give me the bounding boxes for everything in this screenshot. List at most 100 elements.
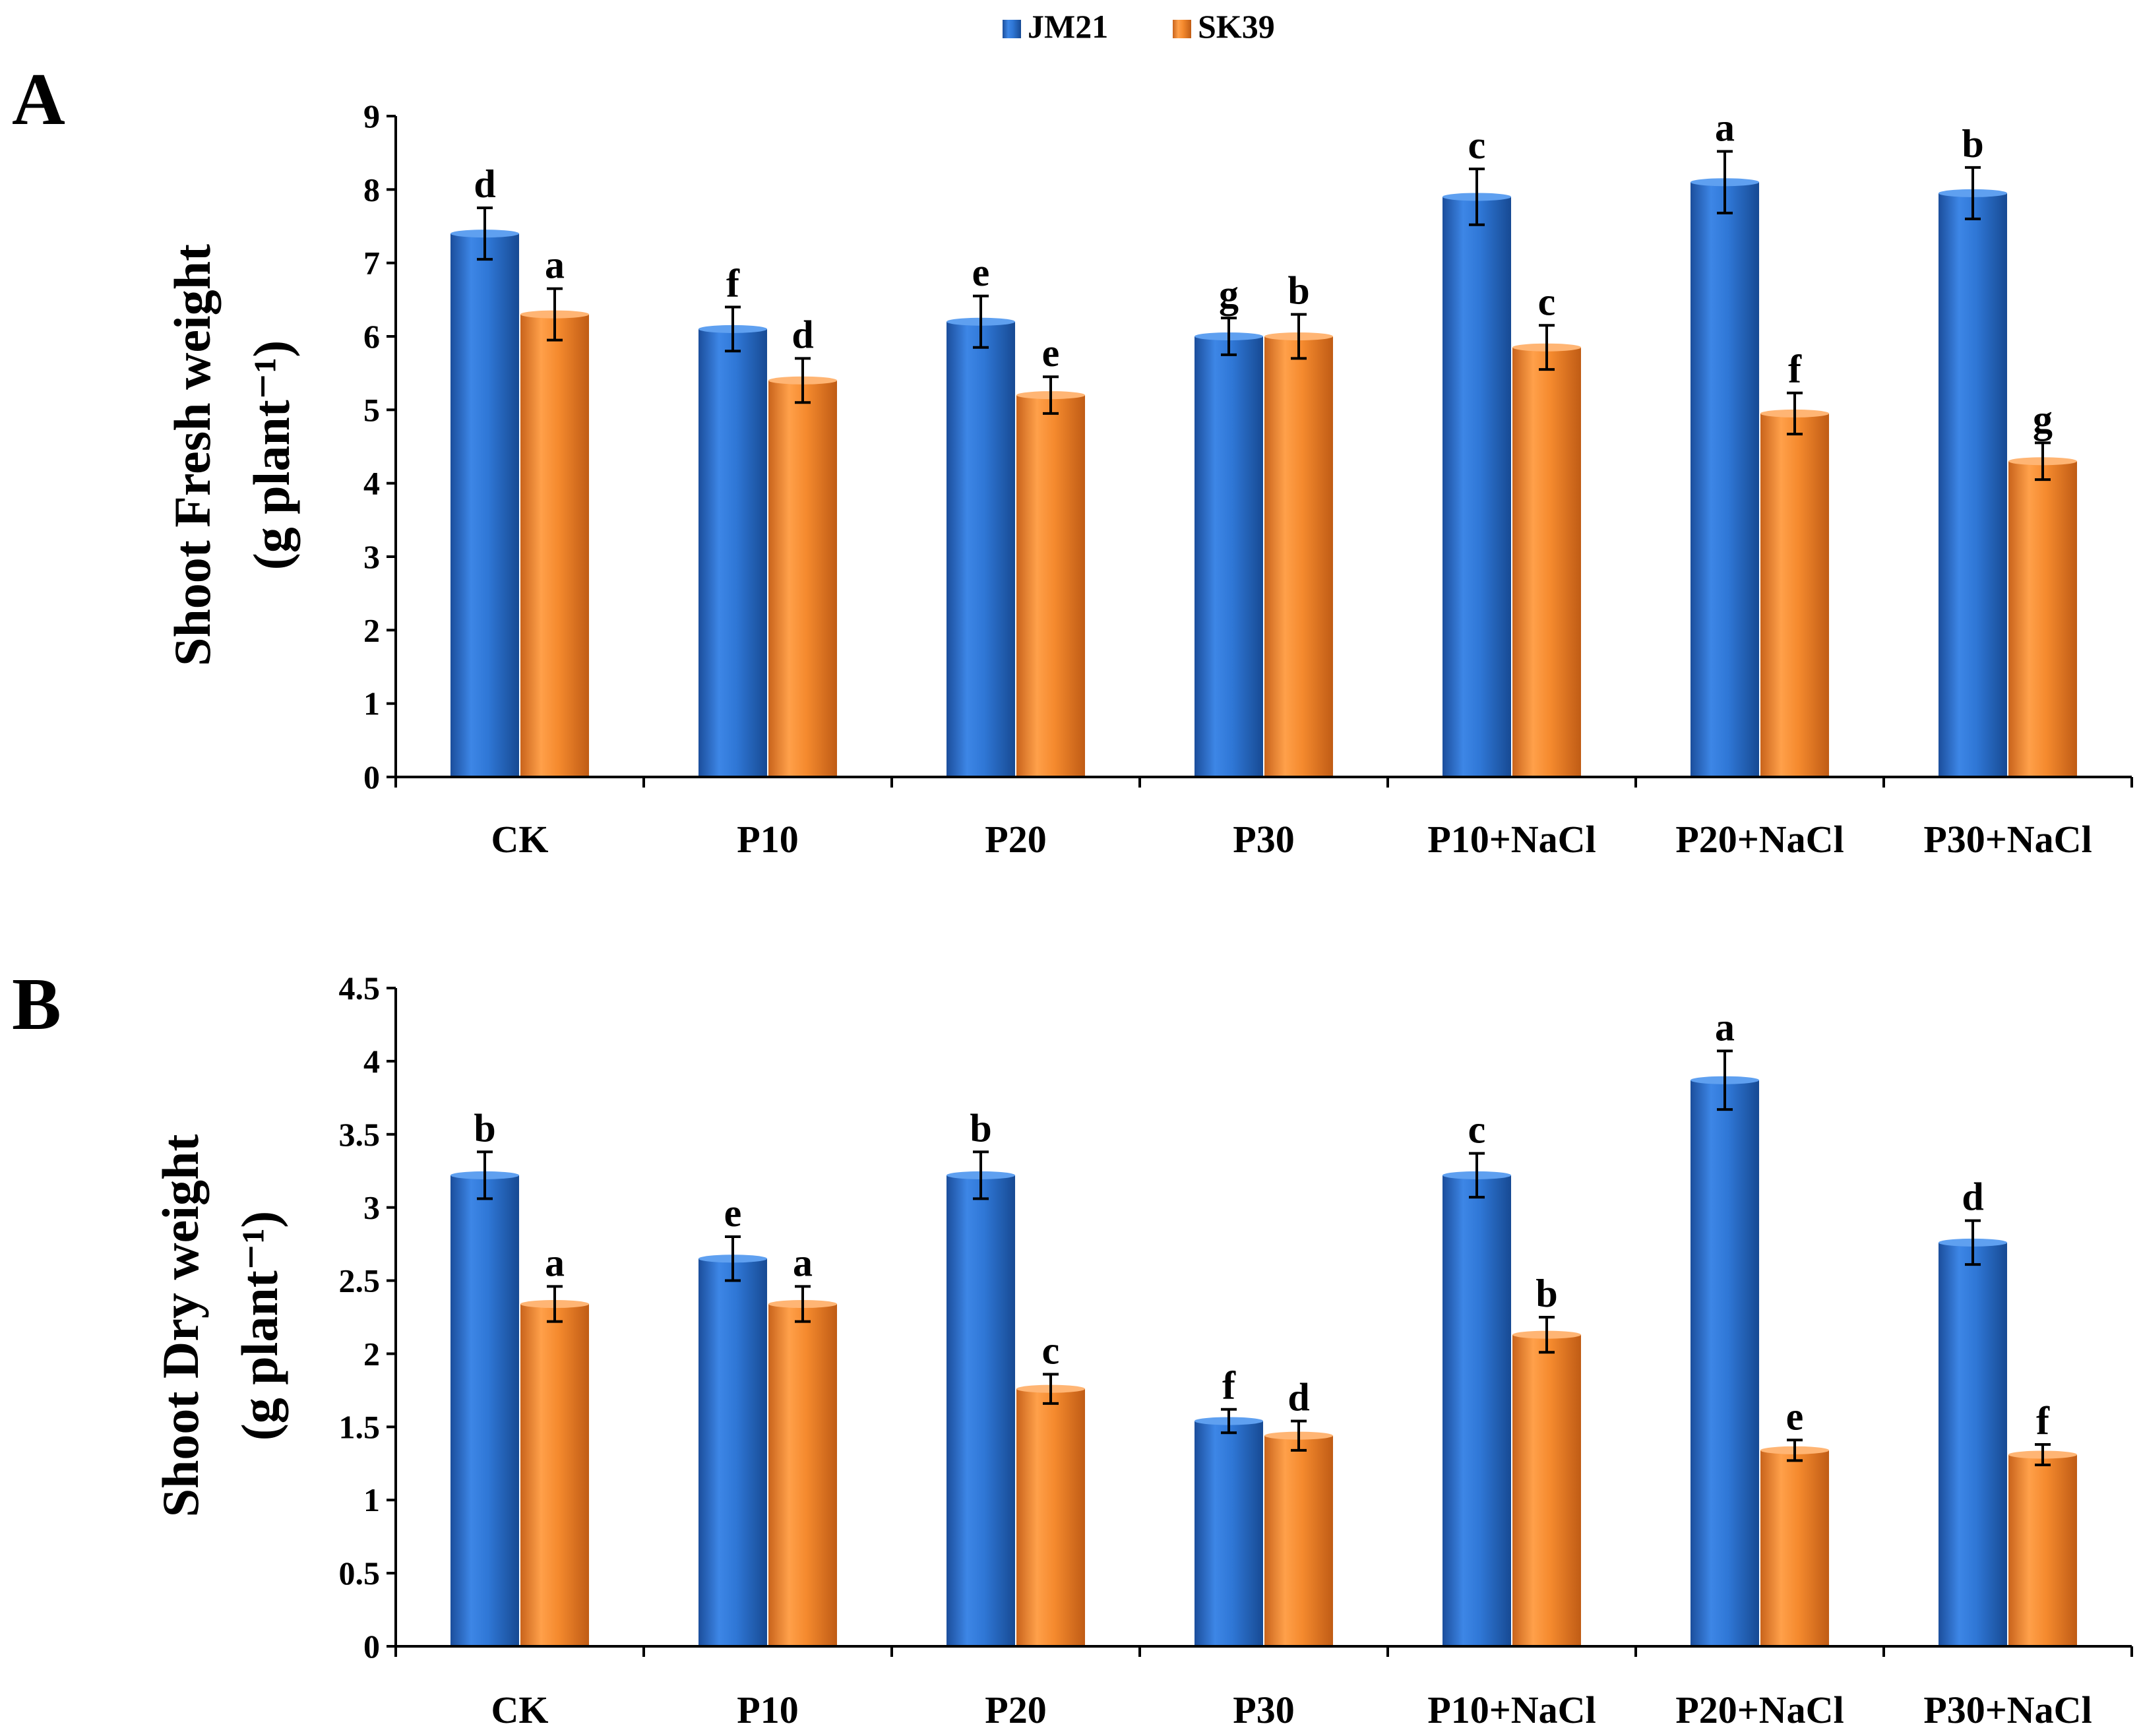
panel-a-error-bar-jm21 <box>477 206 493 261</box>
panel-b-bars: b e b f c a d a a c d b e f <box>450 1005 2077 1646</box>
panel-b-bar-jm21 <box>946 1175 1015 1646</box>
panel-a-axes <box>387 115 2133 788</box>
panel-b-error-bar-jm21 <box>1221 1408 1237 1435</box>
panel-b-xtick-label: CK <box>491 1689 549 1731</box>
legend-swatch-sk39 <box>1173 20 1191 38</box>
panel-b-error-bar-jm21 <box>1717 1049 1733 1111</box>
panel-a-bar-sk39 <box>520 314 589 778</box>
panel-b-sig-letter-jm21: f <box>1222 1364 1236 1408</box>
panel-b-sig-letter-jm21: b <box>474 1106 495 1150</box>
panel-a-bar-sk39 <box>1016 395 1085 777</box>
panel-a-label: A <box>12 59 65 140</box>
panel-a-ytick-label: 2 <box>363 611 380 648</box>
panel-b-bar-sk39 <box>1760 1450 1829 1646</box>
panel-a-sig-letter-sk39: e <box>1042 331 1060 375</box>
panel-a-bar-jm21 <box>946 321 1015 777</box>
panel-b-sig-letter-sk39: d <box>1288 1375 1309 1419</box>
panel-a-xtick-label: CK <box>491 818 549 861</box>
panel-b-xtick-labels: CK P10 P20 P30 P10+NaCl P20+NaCl P30+NaCl <box>491 1689 2092 1731</box>
panel-a-sig-letter-sk39: b <box>1288 269 1309 313</box>
panel-b-ytick-label: 1 <box>363 1481 380 1518</box>
panel-b-sig-letter-sk39: a <box>545 1241 565 1284</box>
panel-b-sig-letter-sk39: b <box>1536 1272 1557 1315</box>
panel-a-bar-sk39 <box>1512 347 1581 777</box>
panel-a-xtick-labels: CK P10 P20 P30 P10+NaCl P20+NaCl P30+NaCl <box>491 818 2092 861</box>
panel-b-sig-letter-jm21: e <box>724 1191 742 1235</box>
panel-b-error-bar-jm21 <box>725 1235 741 1282</box>
panel-b-xtick-label: P20+NaCl <box>1675 1689 1844 1731</box>
panel-a-ytick-label: 3 <box>363 538 380 575</box>
panel-a-error-bar-jm21 <box>1965 166 1981 220</box>
panel-a-bar-jm21 <box>698 328 767 777</box>
panel-b-bar-jm21 <box>1691 1080 1759 1646</box>
legend-label-jm21: JM21 <box>1028 8 1108 45</box>
panel-b-xtick-label: P10 <box>737 1689 798 1731</box>
panel-a-xtick-label: P10 <box>737 818 798 861</box>
panel-b-sig-letter-jm21: c <box>1468 1108 1486 1152</box>
panel-a-ytick-labels: 0 1 2 3 4 5 6 7 8 9 <box>363 98 380 795</box>
panel-a-error-bar-jm21 <box>1717 150 1733 214</box>
panel-b-sig-letter-sk39: a <box>793 1241 813 1284</box>
panel-b-error-bar-sk39 <box>2035 1442 2051 1466</box>
panel-b-ytick-label: 0 <box>363 1628 380 1665</box>
panel-a-ylabel-line1: Shoot Fresh weight <box>164 244 221 666</box>
panel-a-error-bar-sk39 <box>1043 375 1059 415</box>
panel-b-error-bar-jm21 <box>477 1150 493 1200</box>
panel-b-sig-letter-sk39: f <box>2036 1399 2050 1442</box>
panel-b-error-bar-jm21 <box>1469 1152 1485 1199</box>
panel-b-axes <box>387 987 2133 1657</box>
panel-a-ytick-label: 5 <box>363 391 380 428</box>
panel-a-error-bar-sk39 <box>1291 313 1307 360</box>
panel-a-error-bar-jm21 <box>973 294 989 349</box>
panel-a-sig-letter-jm21: b <box>1962 122 1983 166</box>
panel-b-label: B <box>12 964 61 1045</box>
panel-a-ytick-label: 6 <box>363 318 380 355</box>
panel-b-sig-letter-sk39: e <box>1786 1394 1804 1438</box>
legend-swatch-jm21 <box>1003 20 1021 38</box>
panel-a-ylabel-line2: (g plant⁻¹) <box>243 340 300 570</box>
panel-b-ytick-label: 4 <box>363 1043 380 1080</box>
panel-b-chart: B Shoot Dry weight (g plant⁻¹) 0 0.5 1 1.5 2… <box>12 964 2133 1731</box>
panel-a-error-bar-sk39 <box>1539 324 1555 371</box>
panel-b-bar-sk39 <box>1512 1334 1581 1646</box>
panel-b-error-bar-sk39 <box>1539 1316 1555 1354</box>
panel-b-ytick-label: 2 <box>363 1335 380 1372</box>
panel-a-sig-letter-sk39: a <box>545 243 565 287</box>
panel-a-error-bar-jm21 <box>725 305 741 353</box>
panel-a-sig-letter-jm21: g <box>1219 272 1239 316</box>
panel-a-error-bar-sk39 <box>547 287 563 342</box>
panel-b-ytick-label: 1.5 <box>339 1408 381 1445</box>
panel-b-ytick-label: 3 <box>363 1189 380 1226</box>
panel-a-xtick-label: P20+NaCl <box>1675 818 1844 861</box>
panel-a-bar-sk39 <box>1264 336 1333 777</box>
panel-a-bar-jm21 <box>1939 193 2007 777</box>
panel-b-bar-sk39 <box>768 1304 837 1646</box>
panel-b-xtick-label: P20 <box>985 1689 1046 1731</box>
panel-b-ytick-labels: 0 0.5 1 1.5 2 2.5 3 3.5 4 4.5 <box>339 970 381 1665</box>
panel-a-sig-letter-jm21: e <box>972 251 990 294</box>
panel-b-sig-letter-jm21: a <box>1715 1005 1735 1049</box>
panel-a-bar-sk39 <box>768 380 837 777</box>
panel-b-error-bar-sk39 <box>547 1285 563 1323</box>
panel-a-xtick-label: P10+NaCl <box>1427 818 1596 861</box>
panel-a-bar-jm21 <box>1691 182 1759 777</box>
panel-a-chart: A Shoot Fresh weight (g plant⁻¹) 0 1 2 3 4 5 6… <box>12 59 2133 861</box>
panel-a-sig-letter-jm21: f <box>726 261 740 305</box>
panel-a-sig-letter-jm21: d <box>474 162 495 206</box>
panel-a-sig-letter-sk39: f <box>1788 348 1802 391</box>
panel-b-error-bar-jm21 <box>973 1150 989 1200</box>
panel-a-sig-letter-sk39: g <box>2033 397 2053 441</box>
panel-a-bar-jm21 <box>1443 197 1511 777</box>
panel-b-ytick-label: 0.5 <box>339 1555 381 1592</box>
panel-a-sig-letter-jm21: a <box>1715 106 1735 149</box>
panel-b-bar-sk39 <box>1016 1388 1085 1646</box>
panel-a-xtick-label: P20 <box>985 818 1046 861</box>
panel-a-ytick-label: 9 <box>363 98 380 135</box>
panel-a-ytick-label: 8 <box>363 171 380 208</box>
panel-b-ylabel-line1: Shoot Dry weight <box>152 1134 209 1518</box>
panel-b-bar-sk39 <box>1264 1435 1333 1646</box>
panel-b-error-bar-sk39 <box>1787 1439 1803 1462</box>
panel-b-error-bar-sk39 <box>1291 1419 1307 1452</box>
panel-b-sig-letter-sk39: c <box>1042 1328 1060 1372</box>
panel-a-bar-jm21 <box>450 233 519 778</box>
